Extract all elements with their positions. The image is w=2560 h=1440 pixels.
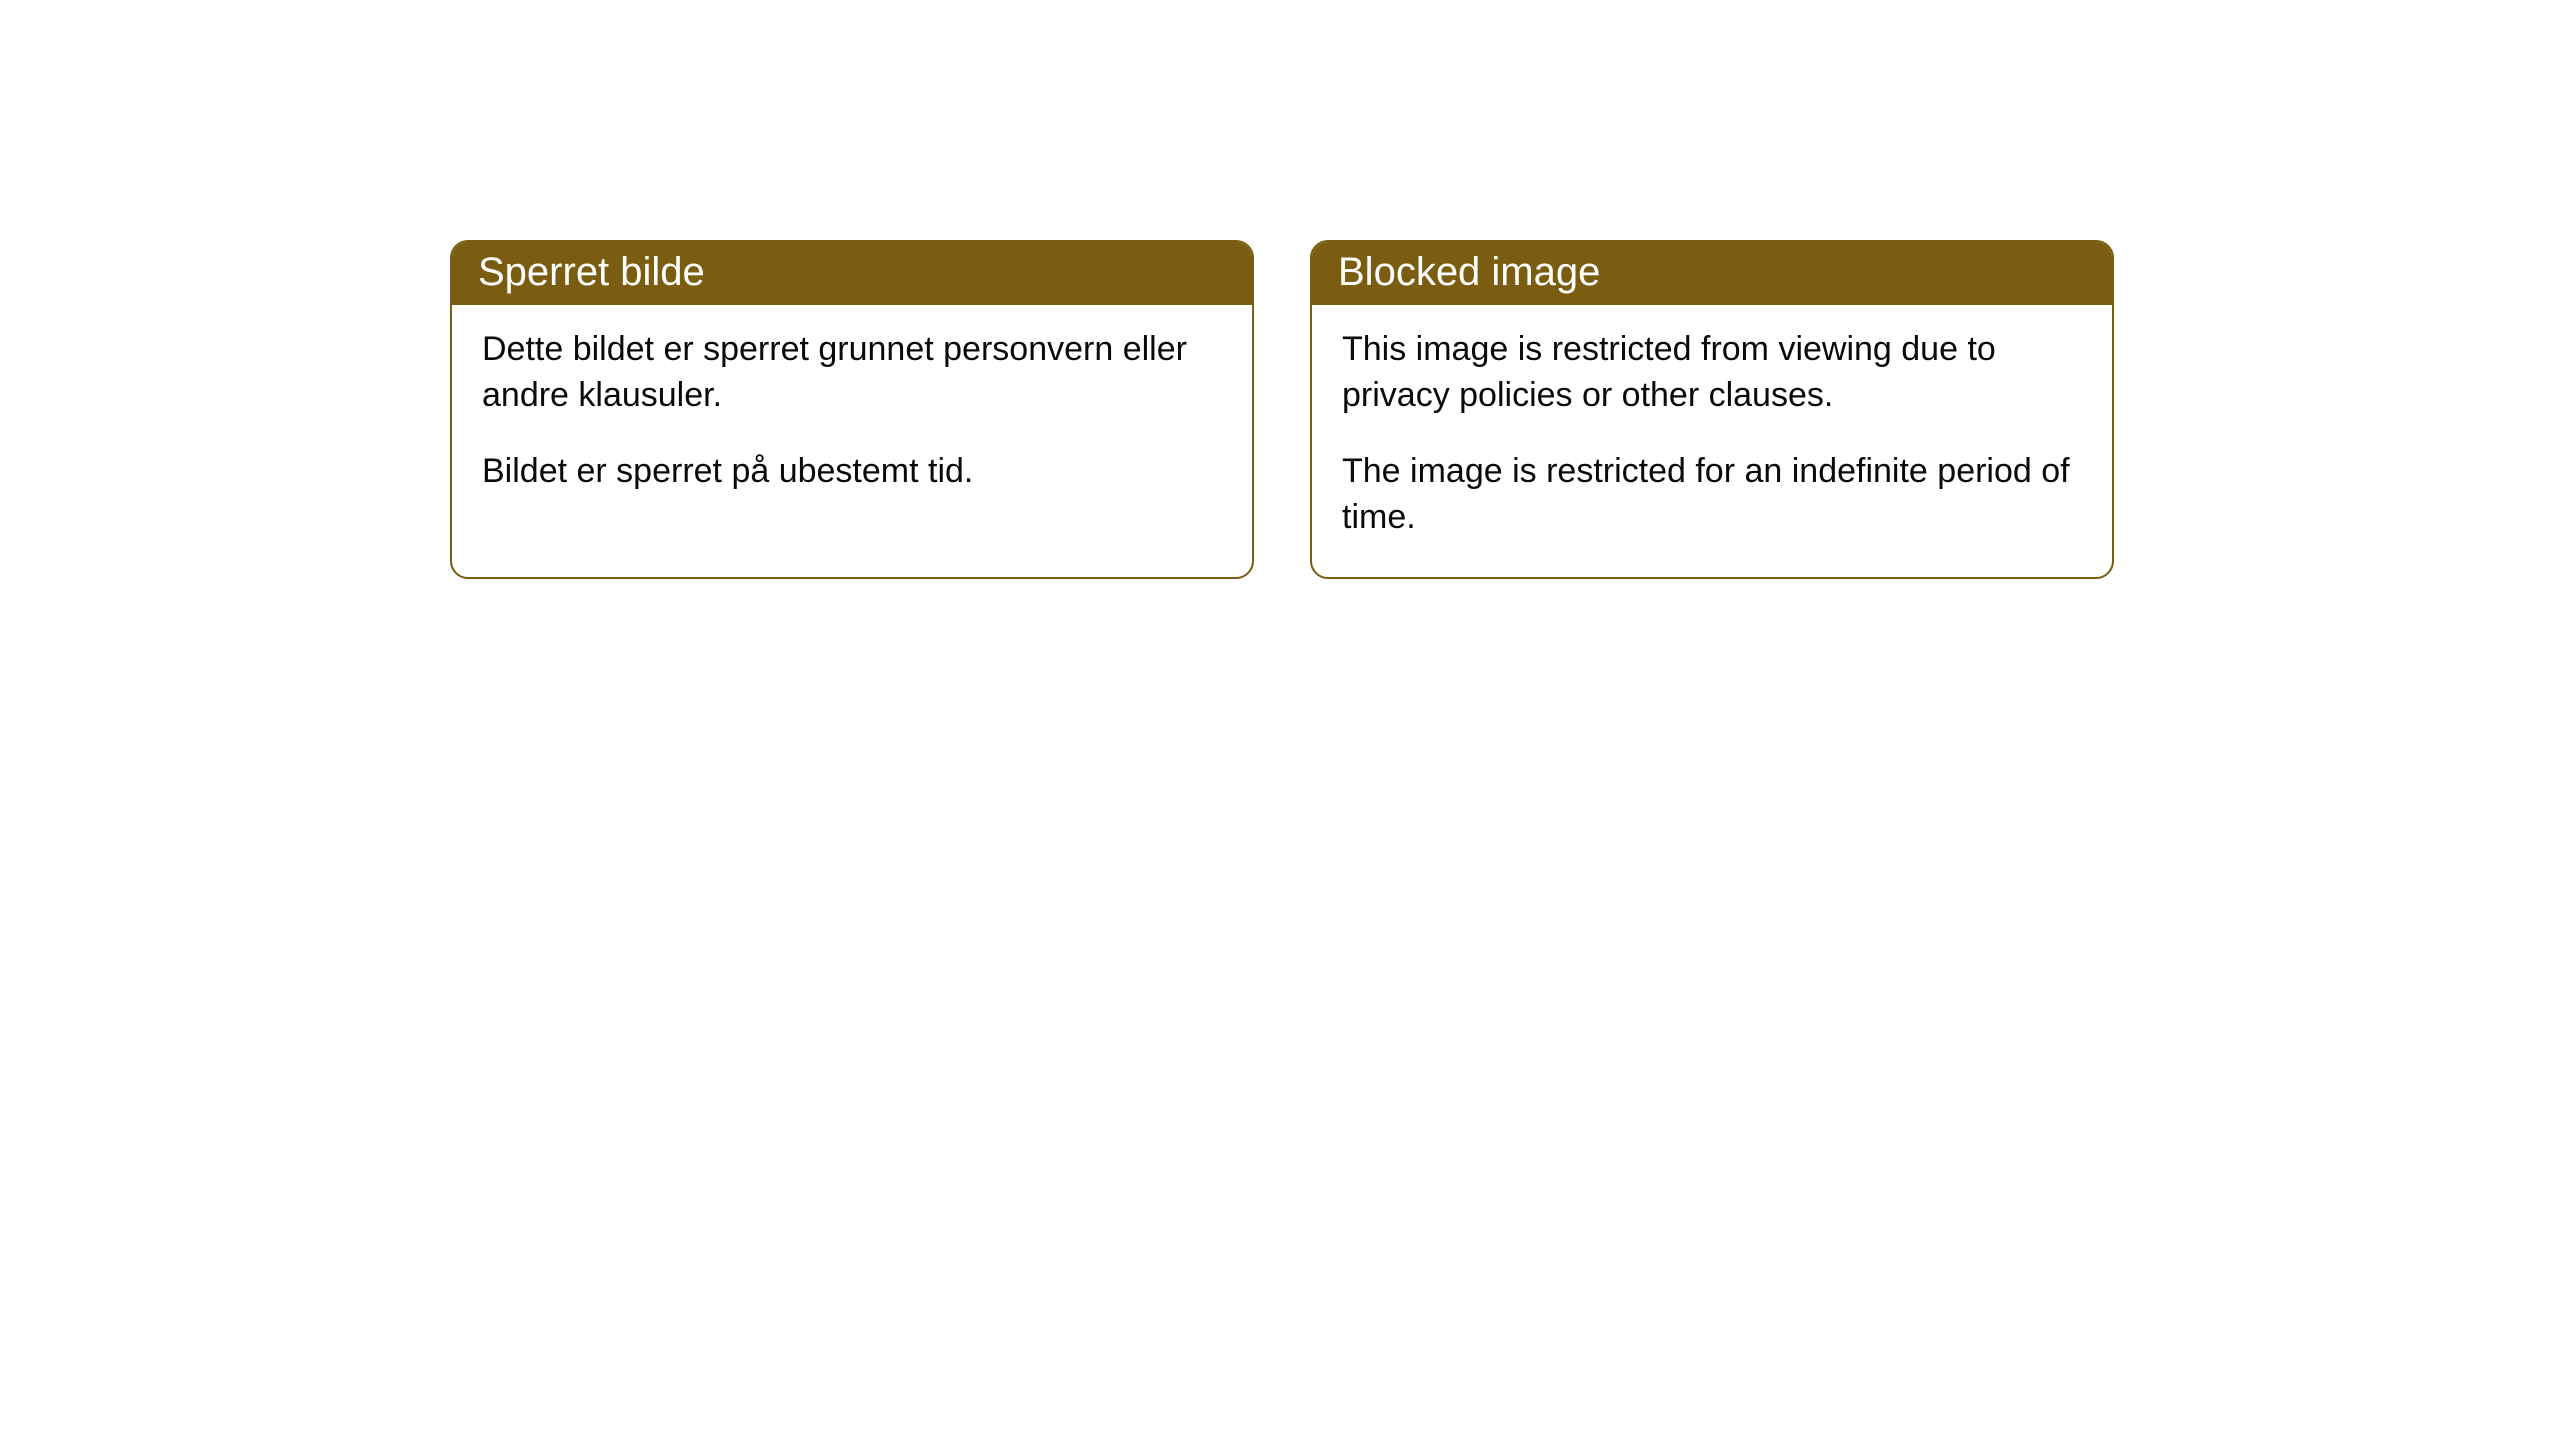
card-paragraph-en-2: The image is restricted for an indefinit… <box>1342 449 2082 541</box>
card-paragraph-no-1: Dette bildet er sperret grunnet personve… <box>482 327 1222 419</box>
card-paragraph-en-1: This image is restricted from viewing du… <box>1342 327 2082 419</box>
blocked-image-card-no: Sperret bilde Dette bildet er sperret gr… <box>450 240 1254 579</box>
card-title-no: Sperret bilde <box>452 242 1252 305</box>
card-paragraph-no-2: Bildet er sperret på ubestemt tid. <box>482 449 1222 495</box>
card-body-en: This image is restricted from viewing du… <box>1312 305 2112 577</box>
notice-cards-container: Sperret bilde Dette bildet er sperret gr… <box>450 240 2560 579</box>
card-title-en: Blocked image <box>1312 242 2112 305</box>
card-body-no: Dette bildet er sperret grunnet personve… <box>452 305 1252 531</box>
blocked-image-card-en: Blocked image This image is restricted f… <box>1310 240 2114 579</box>
